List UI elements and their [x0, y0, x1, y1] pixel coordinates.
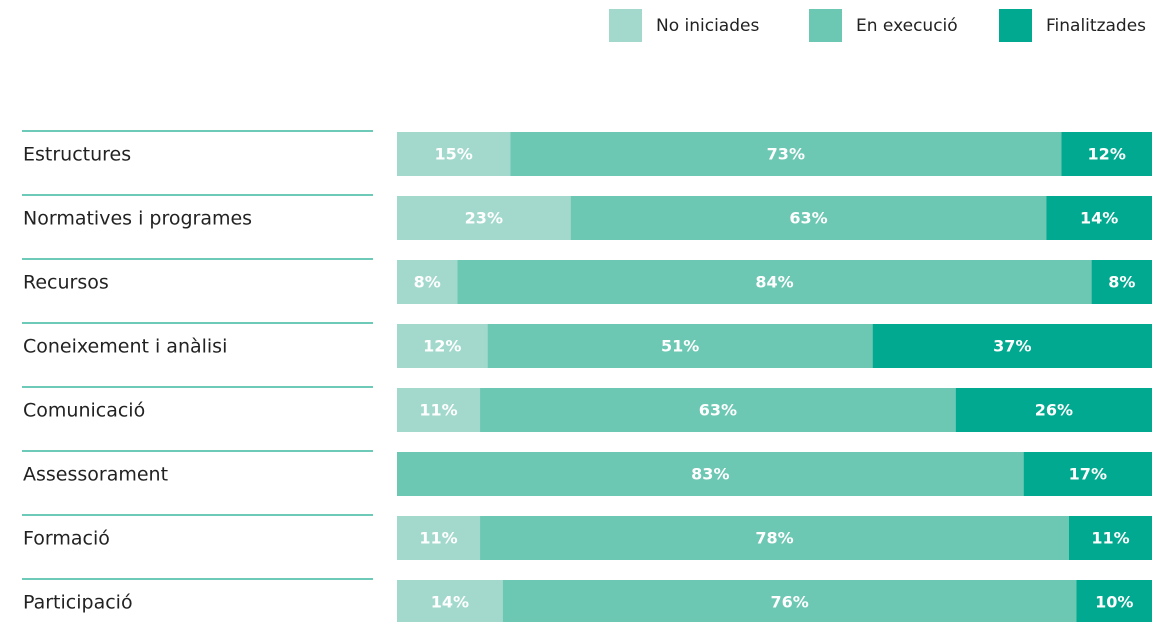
- category-label: Coneixement i anàlisi: [23, 336, 227, 358]
- bar-segment: [397, 132, 511, 176]
- value-label: 78%: [755, 529, 793, 548]
- bar-segment: [502, 580, 1077, 622]
- bar-segment: [480, 388, 956, 432]
- value-label: 15%: [434, 145, 472, 164]
- category-label: Formació: [23, 528, 110, 550]
- bar-segment: [1061, 132, 1152, 176]
- value-label: 14%: [431, 593, 469, 612]
- value-label: 23%: [465, 209, 503, 228]
- legend-label: Finalitzades: [1046, 16, 1146, 36]
- value-label: 84%: [755, 273, 793, 292]
- bar-segment: [1068, 516, 1152, 560]
- value-label: 11%: [419, 401, 457, 420]
- bar-segment: [872, 324, 1152, 368]
- value-label: 12%: [423, 337, 461, 356]
- value-label: 83%: [691, 465, 729, 484]
- value-label: 63%: [699, 401, 737, 420]
- bar-segment: [487, 324, 873, 368]
- value-label: 73%: [767, 145, 805, 164]
- value-label: 63%: [789, 209, 827, 228]
- category-label: Recursos: [23, 272, 109, 294]
- bar-segment: [1023, 452, 1152, 496]
- legend-swatch: [609, 9, 642, 42]
- value-label: 76%: [770, 593, 808, 612]
- bar-segment: [1046, 196, 1152, 240]
- category-label: Estructures: [23, 144, 131, 166]
- bar-segment: [397, 324, 488, 368]
- bar-segment: [1076, 580, 1152, 622]
- value-label: 11%: [1091, 529, 1129, 548]
- bar-segment: [457, 260, 1092, 304]
- value-label: 10%: [1095, 593, 1133, 612]
- value-label: 12%: [1088, 145, 1126, 164]
- value-label: 8%: [1108, 273, 1135, 292]
- bar-segment: [480, 516, 1069, 560]
- category-label: Normatives i programes: [23, 208, 252, 230]
- value-label: 26%: [1035, 401, 1073, 420]
- category-label: Participació: [23, 592, 133, 614]
- category-label: Assessorament: [23, 464, 168, 486]
- legend-swatch: [809, 9, 842, 42]
- legend-label: No iniciades: [656, 16, 759, 36]
- bar-segment: [397, 452, 1024, 496]
- value-label: 37%: [993, 337, 1031, 356]
- value-label: 8%: [414, 273, 441, 292]
- bar-segment: [955, 388, 1152, 432]
- bar-segment: [1091, 260, 1152, 304]
- value-label: 11%: [419, 529, 457, 548]
- bar-segment: [397, 196, 571, 240]
- legend-swatch: [999, 9, 1032, 42]
- value-label: 17%: [1069, 465, 1107, 484]
- bar-segment: [510, 132, 1062, 176]
- bar-segment: [397, 516, 481, 560]
- bar-segment: [397, 260, 458, 304]
- category-label: Comunicació: [23, 400, 145, 422]
- legend-label: En execució: [856, 16, 958, 36]
- bar-segment: [397, 388, 481, 432]
- value-label: 14%: [1080, 209, 1118, 228]
- value-label: 51%: [661, 337, 699, 356]
- bar-segment: [570, 196, 1047, 240]
- bar-segment: [397, 580, 503, 622]
